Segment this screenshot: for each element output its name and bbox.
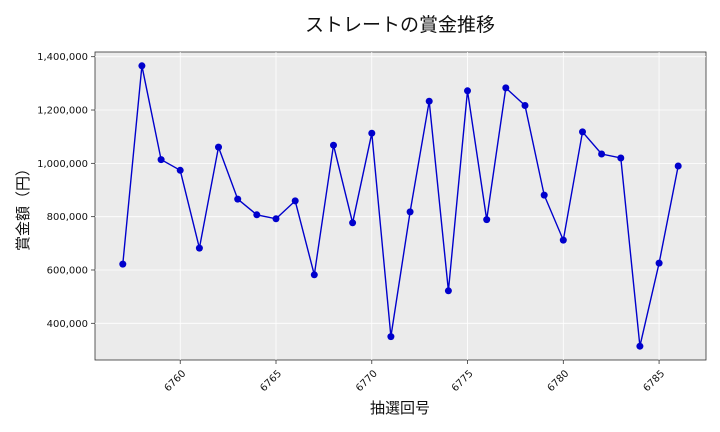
- plot-area: [94, 51, 707, 361]
- x-tick-label: 6780: [546, 368, 572, 394]
- data-point: [406, 208, 414, 216]
- y-tick-label: 600,000: [47, 265, 88, 276]
- data-point: [425, 97, 433, 105]
- data-point: [483, 216, 491, 224]
- data-point: [464, 87, 471, 95]
- data-point: [349, 219, 357, 227]
- data-point: [119, 260, 127, 268]
- data-point: [253, 211, 261, 219]
- data-point: [368, 129, 376, 137]
- x-tick-label: 6775: [450, 368, 476, 394]
- data-point: [234, 195, 242, 203]
- data-point: [444, 287, 452, 295]
- data-point: [540, 191, 548, 199]
- grid: [95, 52, 706, 360]
- data-point: [310, 271, 318, 279]
- chart-title: ストレートの賞金推移: [305, 14, 495, 36]
- data-point: [215, 143, 222, 151]
- data-point: [195, 244, 203, 252]
- x-tick-label: 6785: [641, 368, 667, 394]
- data-point: [138, 62, 146, 70]
- y-axis-label: 賞金額（円）: [14, 161, 32, 251]
- data-point: [617, 154, 625, 162]
- data-point: [636, 342, 644, 350]
- y-tick-label: 400,000: [47, 319, 88, 330]
- data-point: [157, 156, 165, 164]
- series: [119, 62, 682, 350]
- x-axis-label: 抽選回号: [370, 399, 430, 417]
- data-point: [559, 236, 567, 244]
- data-point: [272, 215, 280, 223]
- y-tick-label: 1,200,000: [37, 106, 88, 117]
- data-point: [521, 102, 529, 109]
- data-point: [655, 259, 663, 267]
- data-point: [598, 150, 606, 158]
- x-tick-label: 6770: [354, 368, 380, 394]
- data-point: [674, 162, 682, 170]
- y-tick-label: 1,400,000: [37, 52, 88, 63]
- y-tick-label: 1,000,000: [37, 159, 88, 170]
- data-point: [330, 141, 337, 149]
- data-point: [176, 166, 184, 174]
- x-tick-label: 6765: [258, 368, 284, 394]
- x-tick-label: 6760: [163, 368, 189, 394]
- data-point: [579, 128, 586, 136]
- series-line: [122, 65, 679, 347]
- data-point: [291, 197, 299, 205]
- data-point: [502, 84, 510, 92]
- y-tick-label: 800,000: [47, 212, 88, 223]
- data-point: [387, 333, 395, 341]
